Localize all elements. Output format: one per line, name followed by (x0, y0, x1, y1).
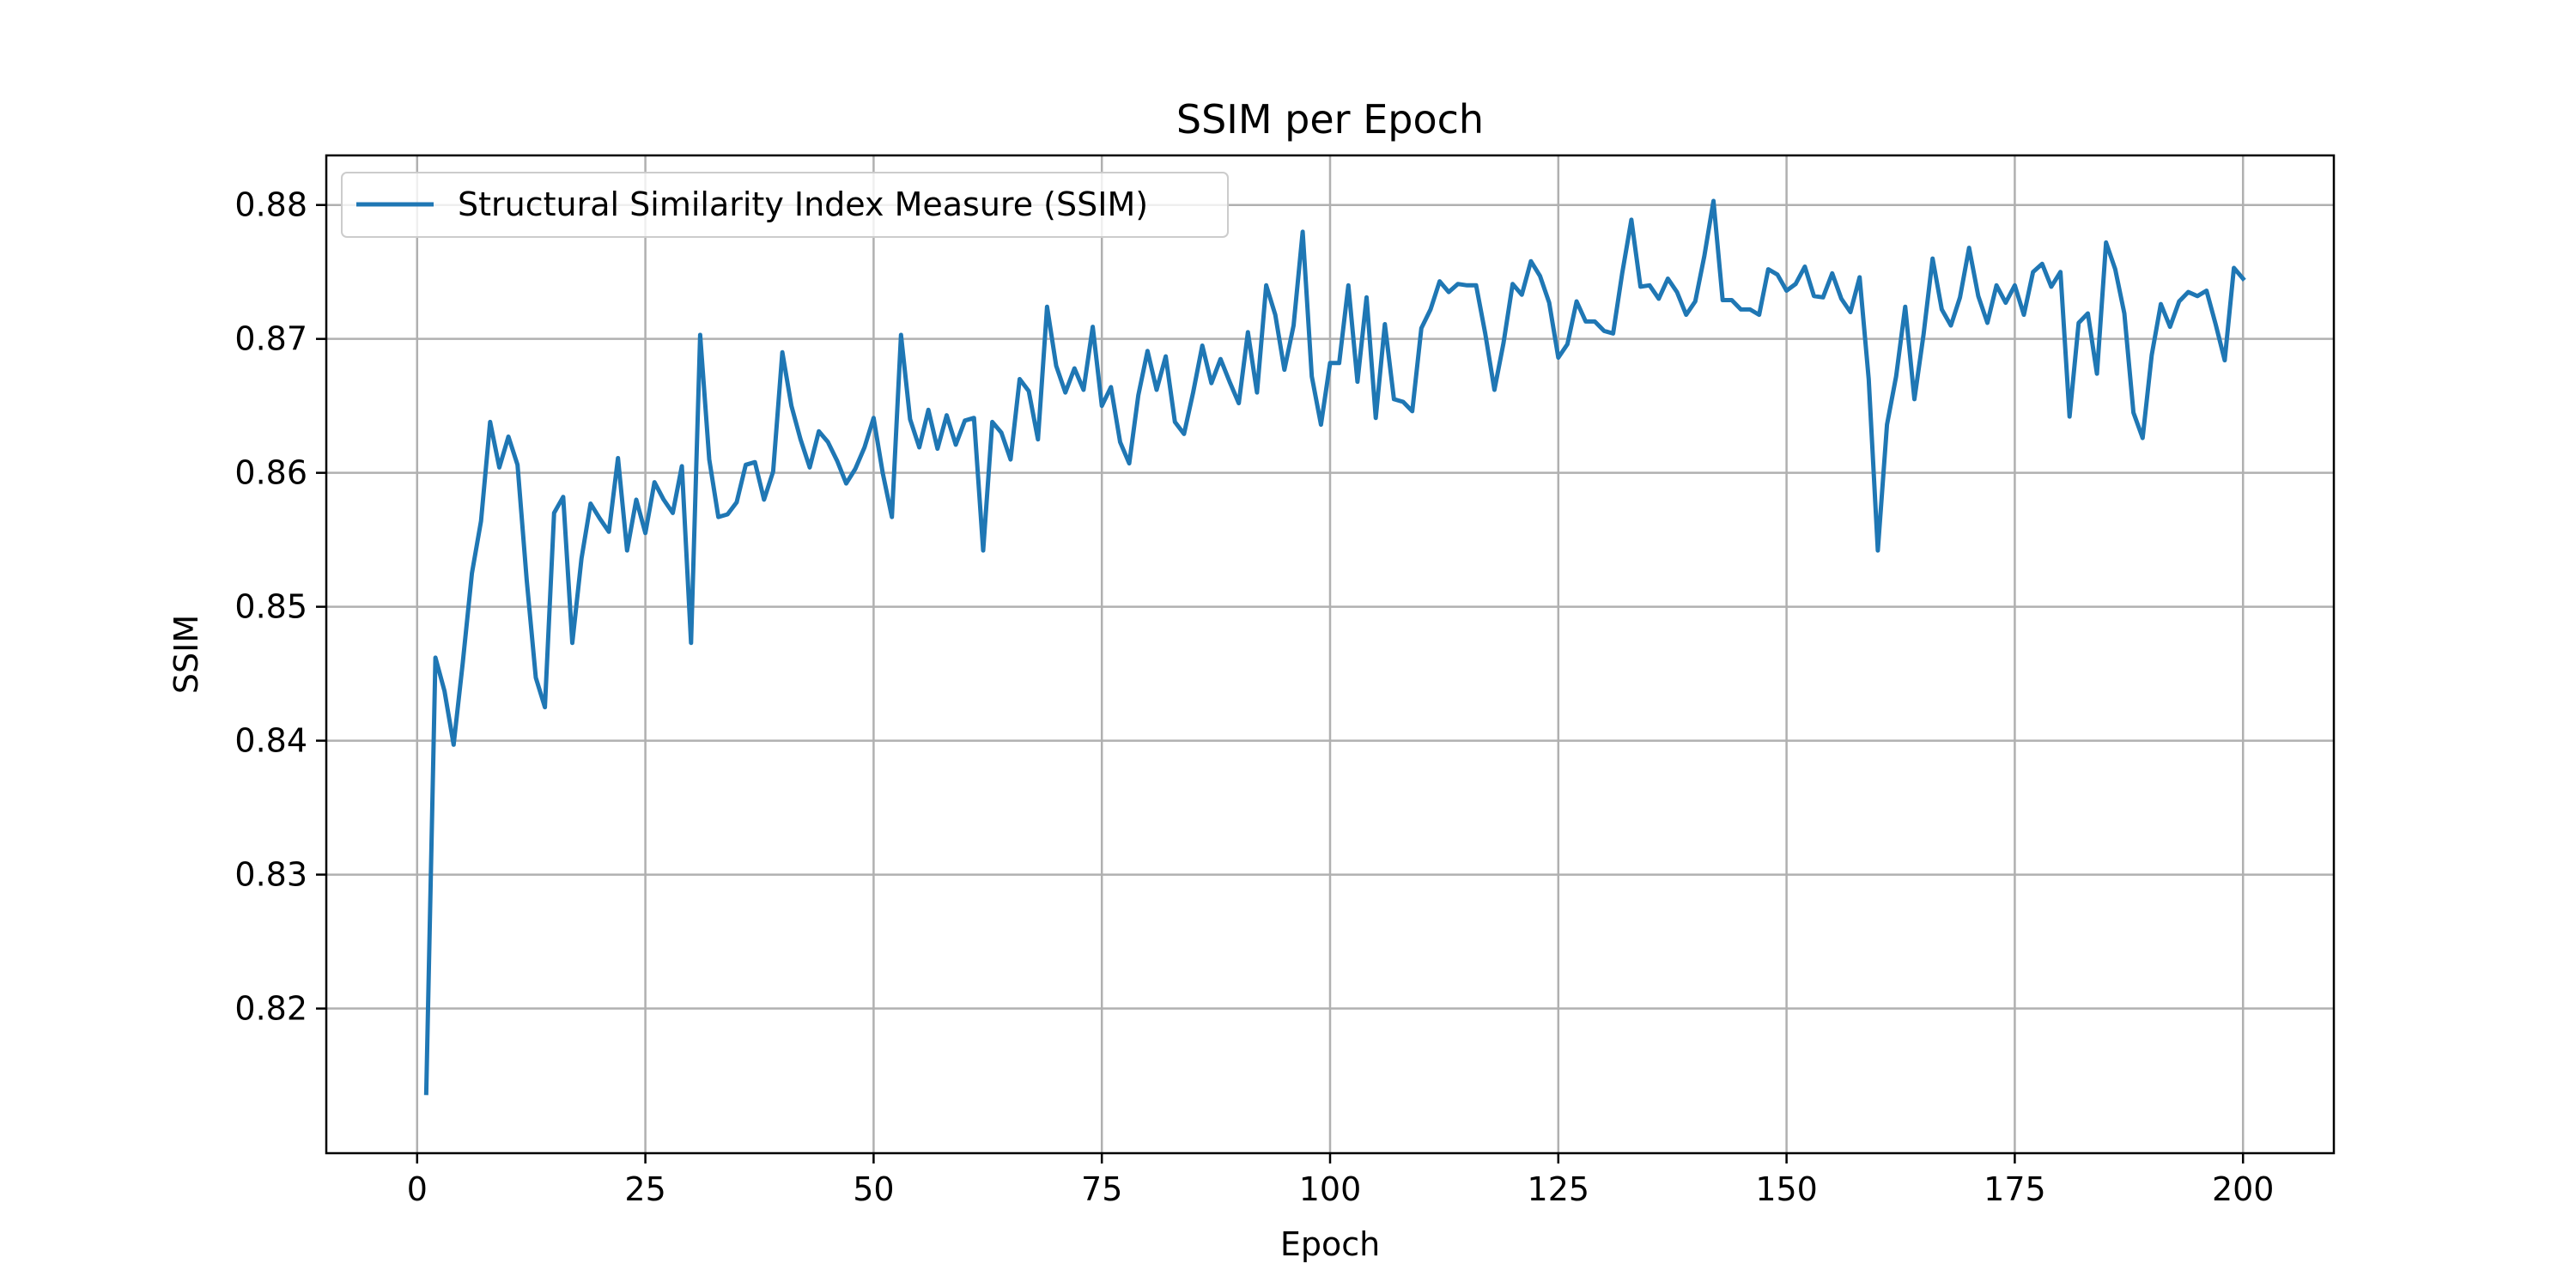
ssim-series-line (423, 198, 2246, 1096)
x-tick-label: 150 (1755, 1170, 1818, 1208)
x-tick-label: 75 (1081, 1170, 1122, 1208)
x-axis-title: Epoch (1280, 1225, 1380, 1263)
legend: Structural Similarity Index Measure (SSI… (341, 172, 1229, 238)
y-axis-title: SSIM (167, 615, 205, 694)
x-tick-label: 50 (853, 1170, 894, 1208)
legend-box (341, 172, 1229, 238)
y-tick-label: 0.87 (234, 320, 307, 358)
y-tick-label: 0.86 (234, 454, 307, 492)
y-tick-label: 0.82 (234, 990, 307, 1028)
y-tick-label: 0.83 (234, 856, 307, 894)
chart-title: SSIM per Epoch (1176, 96, 1484, 143)
series-layer (423, 198, 2246, 1096)
x-tick-label: 125 (1528, 1170, 1590, 1208)
x-tick-label: 25 (624, 1170, 665, 1208)
grid (326, 155, 2334, 1153)
y-tick-label: 0.84 (234, 722, 307, 760)
y-tick-label: 0.85 (234, 588, 307, 626)
x-tick-label: 200 (2212, 1170, 2275, 1208)
x-tick-label: 100 (1299, 1170, 1362, 1208)
legend-label: Structural Similarity Index Measure (SSI… (458, 185, 1148, 223)
x-tick-label: 175 (1984, 1170, 2046, 1208)
x-tick-label: 0 (407, 1170, 428, 1208)
ticks: 0 25 50 75 100 125 150 175 200 0.82 0.83 0.84 0.85 0.… (234, 186, 2274, 1208)
y-tick-label: 0.88 (234, 186, 307, 224)
